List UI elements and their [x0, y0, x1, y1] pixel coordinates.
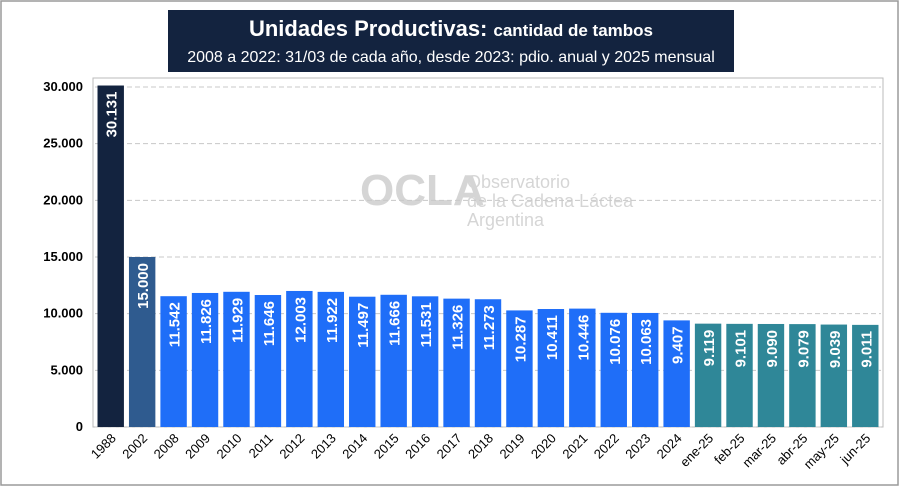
value-label: 15.000: [135, 263, 152, 309]
bar: [349, 296, 376, 427]
value-label: 10.076: [607, 319, 624, 365]
value-label: 9.079: [795, 330, 812, 368]
bar: [852, 324, 879, 427]
bar: [286, 290, 313, 427]
bar: [789, 324, 816, 427]
bar: [317, 291, 345, 427]
bar: [820, 324, 848, 427]
value-label: 9.090: [764, 330, 781, 368]
value-label: 10.446: [575, 315, 592, 361]
value-label: 11.826: [198, 299, 215, 344]
bar: [254, 295, 282, 427]
value-label: 9.407: [670, 326, 687, 364]
bar: [757, 323, 785, 427]
chart-title-suffix: cantidad de tambos: [493, 21, 653, 40]
bar: [569, 308, 596, 427]
watermark: OCLA Observatorio de la Cadena Láctea Ar…: [360, 166, 634, 230]
y-tick-label: 0: [76, 419, 83, 434]
watermark-line: de la Cadena Láctea: [467, 191, 634, 211]
bar: [726, 323, 753, 427]
bar: [128, 257, 156, 427]
value-label: 11.497: [355, 303, 372, 348]
value-label: 10.411: [544, 315, 561, 360]
value-label: 9.101: [733, 330, 750, 368]
bar: [97, 85, 124, 428]
bar: [474, 299, 502, 427]
value-label: 9.119: [701, 330, 718, 367]
value-label: 10.063: [638, 319, 655, 365]
bar: [600, 312, 627, 427]
y-tick-label: 15.000: [43, 249, 83, 264]
bar: [443, 298, 470, 427]
value-label: 11.326: [450, 305, 467, 350]
y-tick-label: 25.000: [43, 136, 83, 151]
value-label: 11.922: [324, 298, 341, 343]
watermark-logo: OCLA: [360, 166, 485, 215]
watermark-line: Argentina: [467, 210, 545, 230]
y-tick-label: 20.000: [43, 192, 83, 207]
value-label: 11.542: [167, 302, 184, 347]
chart-title-group: Unidades Productivas: cantidad de tambos: [249, 16, 653, 41]
value-label: 10.287: [512, 316, 529, 362]
y-tick-label: 5.000: [50, 362, 83, 377]
chart-subtitle: 2008 a 2022: 31/03 de cada año, desde 20…: [187, 49, 715, 66]
value-label: 11.273: [481, 305, 498, 350]
chart-title: Unidades Productivas:: [249, 16, 487, 41]
title-box: [168, 10, 734, 72]
bar: [537, 309, 565, 427]
value-label: 11.531: [418, 302, 435, 347]
bar: [694, 323, 722, 427]
value-label: 9.011: [858, 331, 875, 368]
value-label: 11.666: [387, 301, 404, 346]
bar: [160, 296, 187, 427]
value-label: 30.131: [104, 92, 121, 138]
bar: [411, 296, 439, 427]
bar: [631, 312, 659, 427]
value-label: 11.929: [229, 298, 246, 343]
value-label: 12.003: [292, 297, 309, 343]
watermark-line: Observatorio: [467, 172, 570, 192]
y-tick-label: 10.000: [43, 306, 83, 321]
bar: [663, 320, 690, 427]
bar: [506, 310, 533, 427]
bar: [223, 291, 250, 427]
value-label: 9.039: [827, 331, 844, 369]
bar: [380, 294, 407, 427]
value-label: 11.646: [261, 301, 278, 346]
bar: [191, 292, 219, 427]
y-tick-label: 30.000: [43, 79, 83, 94]
